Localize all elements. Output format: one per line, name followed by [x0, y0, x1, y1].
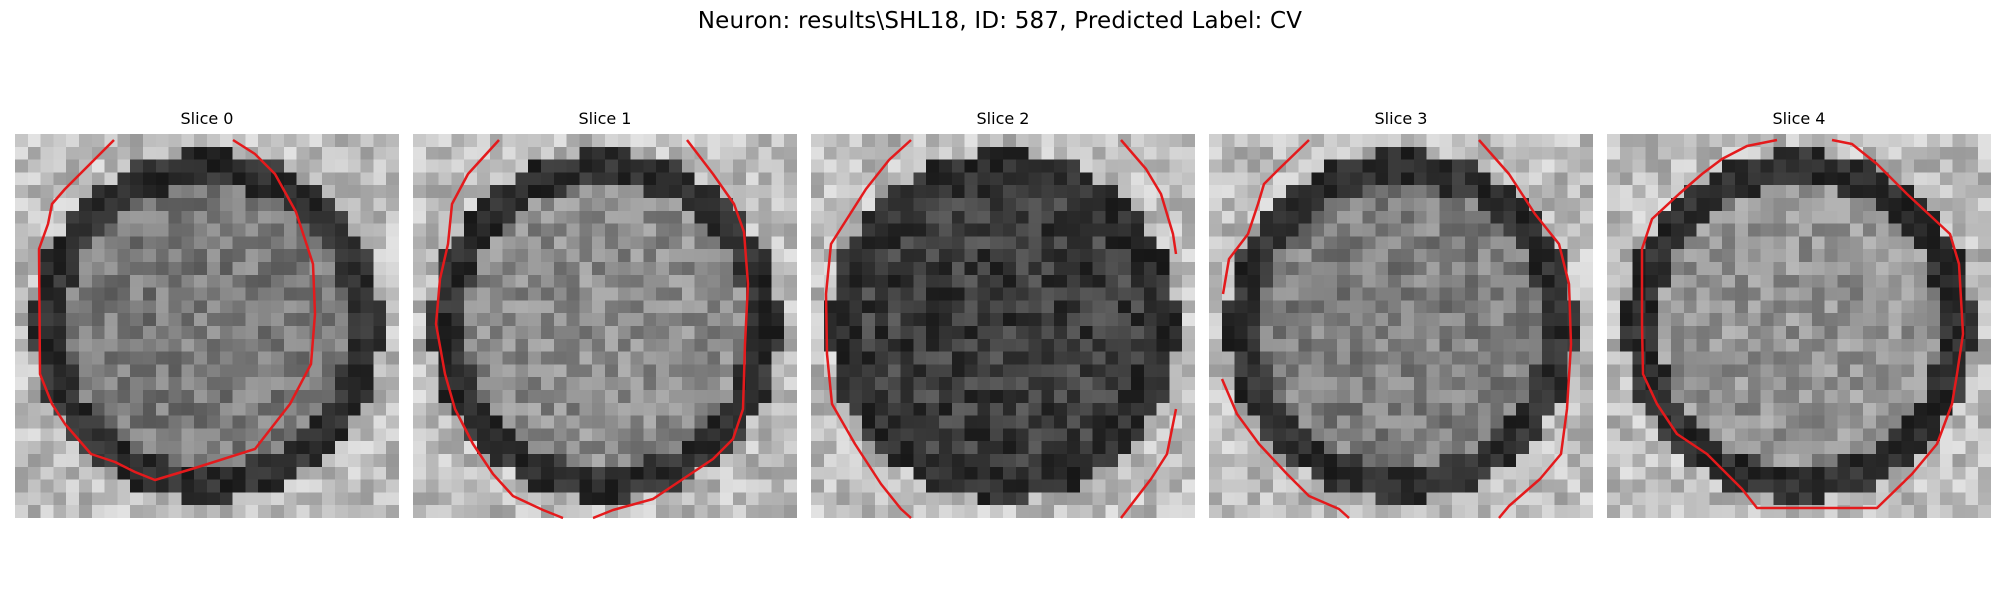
slice-image-3	[1209, 134, 1593, 518]
slice-image-1	[413, 134, 797, 518]
figure-title: Neuron: results\SHL18, ID: 587, Predicte…	[697, 8, 1303, 34]
slice-image-4	[1607, 134, 1991, 518]
slice-title: Slice 1	[578, 109, 632, 128]
slice-image-0	[15, 134, 399, 518]
slice-image-2	[811, 134, 1195, 518]
slice-panel-2: Slice 2	[811, 108, 1195, 518]
slice-title: Slice 4	[1772, 109, 1826, 128]
slice-title: Slice 3	[1374, 109, 1428, 128]
slice-panel-4: Slice 4	[1607, 108, 1991, 518]
slice-title: Slice 0	[180, 109, 234, 128]
slice-panel-1: Slice 1	[413, 108, 797, 518]
slice-title: Slice 2	[976, 109, 1030, 128]
slice-panel-3: Slice 3	[1209, 108, 1593, 518]
slice-panel-0: Slice 0	[15, 108, 399, 518]
